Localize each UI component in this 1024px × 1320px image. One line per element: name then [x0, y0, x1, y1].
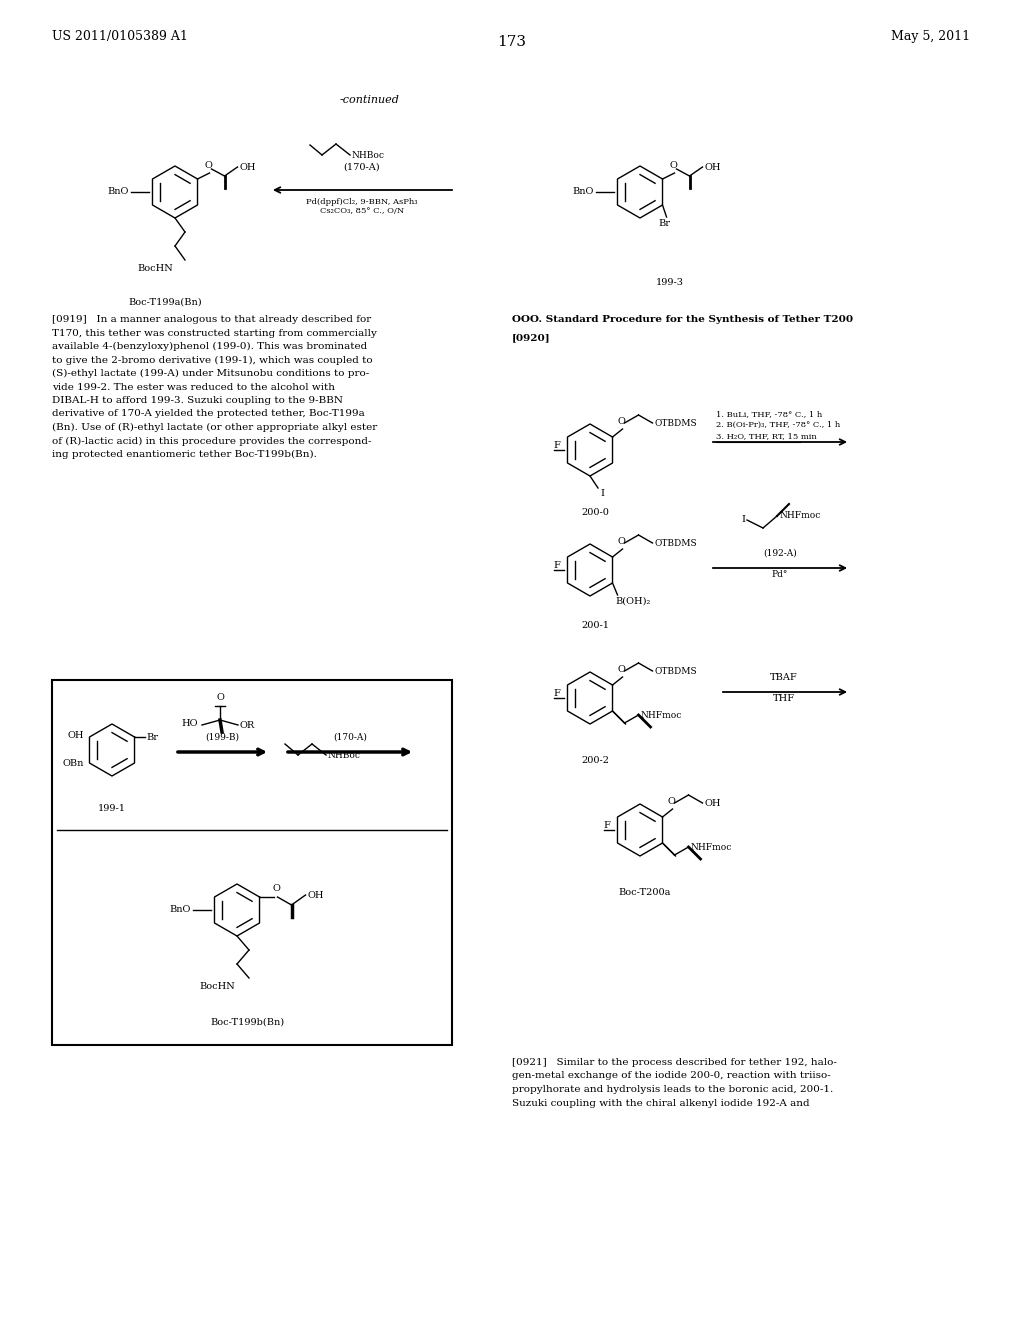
Text: OTBDMS: OTBDMS — [654, 667, 697, 676]
Text: O: O — [617, 417, 626, 426]
Text: vide 199-2. The ester was reduced to the alcohol with: vide 199-2. The ester was reduced to the… — [52, 383, 335, 392]
Text: (Bn). Use of (R)-ethyl lactate (or other appropriate alkyl ester: (Bn). Use of (R)-ethyl lactate (or other… — [52, 422, 377, 432]
Text: TBAF: TBAF — [770, 673, 798, 682]
Text: F: F — [553, 689, 560, 697]
Text: O: O — [617, 537, 626, 546]
Text: 200-2: 200-2 — [581, 756, 609, 766]
Text: OH: OH — [240, 162, 256, 172]
Text: O: O — [670, 161, 678, 170]
Text: Pd(dppf)Cl₂, 9-BBN, AsPh₃: Pd(dppf)Cl₂, 9-BBN, AsPh₃ — [306, 198, 418, 206]
Text: Br: Br — [658, 219, 671, 228]
Text: I: I — [741, 516, 745, 524]
Text: OBn: OBn — [62, 759, 84, 768]
Text: -continued: -continued — [340, 95, 400, 106]
Text: [0920]: [0920] — [512, 333, 551, 342]
Text: T170, this tether was constructed starting from commercially: T170, this tether was constructed starti… — [52, 329, 377, 338]
Text: OTBDMS: OTBDMS — [654, 539, 697, 548]
Text: BocHN: BocHN — [137, 264, 173, 273]
Text: Boc-T200a: Boc-T200a — [618, 888, 671, 898]
Text: Pd°: Pd° — [772, 570, 788, 579]
Text: THF: THF — [773, 694, 795, 704]
Text: HO: HO — [181, 718, 198, 727]
Text: O: O — [205, 161, 212, 170]
Text: DIBAL-H to afford 199-3. Suzuki coupling to the 9-BBN: DIBAL-H to afford 199-3. Suzuki coupling… — [52, 396, 343, 405]
Text: (S)-ethyl lactate (199-A) under Mitsunobu conditions to pro-: (S)-ethyl lactate (199-A) under Mitsunob… — [52, 370, 370, 378]
Text: BnO: BnO — [572, 187, 594, 197]
Text: 173: 173 — [498, 36, 526, 49]
Text: OH: OH — [68, 731, 84, 741]
Text: I: I — [600, 488, 604, 498]
Text: (170-A): (170-A) — [344, 162, 380, 172]
Text: Boc-T199a(Bn): Boc-T199a(Bn) — [128, 298, 202, 308]
Text: NHBoc: NHBoc — [328, 751, 361, 759]
Text: NHFmoc: NHFmoc — [779, 511, 820, 520]
Text: OOO. Standard Procedure for the Synthesis of Tether T200: OOO. Standard Procedure for the Synthesi… — [512, 315, 853, 323]
Text: OTBDMS: OTBDMS — [654, 418, 697, 428]
Text: OH: OH — [705, 799, 721, 808]
Text: OH: OH — [705, 162, 721, 172]
Text: ing protected enantiomeric tether Boc-T199b(Bn).: ing protected enantiomeric tether Boc-T1… — [52, 450, 316, 459]
Text: F: F — [553, 441, 560, 450]
Text: (170-A): (170-A) — [333, 733, 367, 742]
Text: 2. B(Oi-Pr)₃, THF, -78° C., 1 h: 2. B(Oi-Pr)₃, THF, -78° C., 1 h — [716, 421, 841, 429]
Text: NHFmoc: NHFmoc — [641, 710, 682, 719]
Text: 3. H₂O, THF, RT, 15 min: 3. H₂O, THF, RT, 15 min — [716, 432, 817, 440]
Text: Cs₂CO₃, 85° C., O/N: Cs₂CO₃, 85° C., O/N — [319, 207, 404, 215]
Text: BnO: BnO — [170, 906, 191, 915]
Text: US 2011/0105389 A1: US 2011/0105389 A1 — [52, 30, 187, 44]
Text: NHFmoc: NHFmoc — [690, 842, 732, 851]
Text: derivative of 170-A yielded the protected tether, Boc-T199a: derivative of 170-A yielded the protecte… — [52, 409, 365, 418]
Text: 200-0: 200-0 — [581, 508, 609, 517]
Text: BnO: BnO — [108, 187, 129, 197]
Text: B(OH)₂: B(OH)₂ — [615, 597, 651, 606]
Text: 200-1: 200-1 — [581, 620, 609, 630]
Text: gen-metal exchange of the iodide 200-0, reaction with triiso-: gen-metal exchange of the iodide 200-0, … — [512, 1072, 830, 1081]
Text: OR: OR — [240, 721, 255, 730]
Text: propylhorate and hydrolysis leads to the boronic acid, 200-1.: propylhorate and hydrolysis leads to the… — [512, 1085, 834, 1094]
Text: 1. BuLi, THF, -78° C., 1 h: 1. BuLi, THF, -78° C., 1 h — [716, 411, 822, 418]
Text: Suzuki coupling with the chiral alkenyl iodide 192-A and: Suzuki coupling with the chiral alkenyl … — [512, 1098, 810, 1107]
Text: NHBoc: NHBoc — [352, 150, 385, 160]
Text: 199-1: 199-1 — [98, 804, 126, 813]
Text: O: O — [216, 693, 224, 702]
Text: available 4-(benzyloxy)phenol (199-0). This was brominated: available 4-(benzyloxy)phenol (199-0). T… — [52, 342, 368, 351]
Text: F: F — [603, 821, 610, 829]
Text: 199-3: 199-3 — [656, 279, 684, 286]
Text: to give the 2-bromo derivative (199-1), which was coupled to: to give the 2-bromo derivative (199-1), … — [52, 355, 373, 364]
Text: (192-A): (192-A) — [763, 549, 797, 558]
Text: (199-B): (199-B) — [205, 733, 239, 742]
Bar — [52, 680, 452, 1045]
Text: OH: OH — [307, 891, 324, 899]
Text: O: O — [272, 884, 281, 894]
Text: Boc-T199b(Bn): Boc-T199b(Bn) — [210, 1018, 284, 1027]
Text: F: F — [553, 561, 560, 569]
Text: [0919]   In a manner analogous to that already described for: [0919] In a manner analogous to that alr… — [52, 315, 372, 323]
Text: Br: Br — [146, 733, 159, 742]
Text: of (R)-lactic acid) in this procedure provides the correspond-: of (R)-lactic acid) in this procedure pr… — [52, 437, 372, 446]
Text: BocHN: BocHN — [200, 982, 234, 991]
Text: May 5, 2011: May 5, 2011 — [891, 30, 970, 44]
Text: [0921]   Similar to the process described for tether 192, halo-: [0921] Similar to the process described … — [512, 1059, 837, 1067]
Text: O: O — [668, 797, 676, 807]
Text: O: O — [617, 665, 626, 675]
